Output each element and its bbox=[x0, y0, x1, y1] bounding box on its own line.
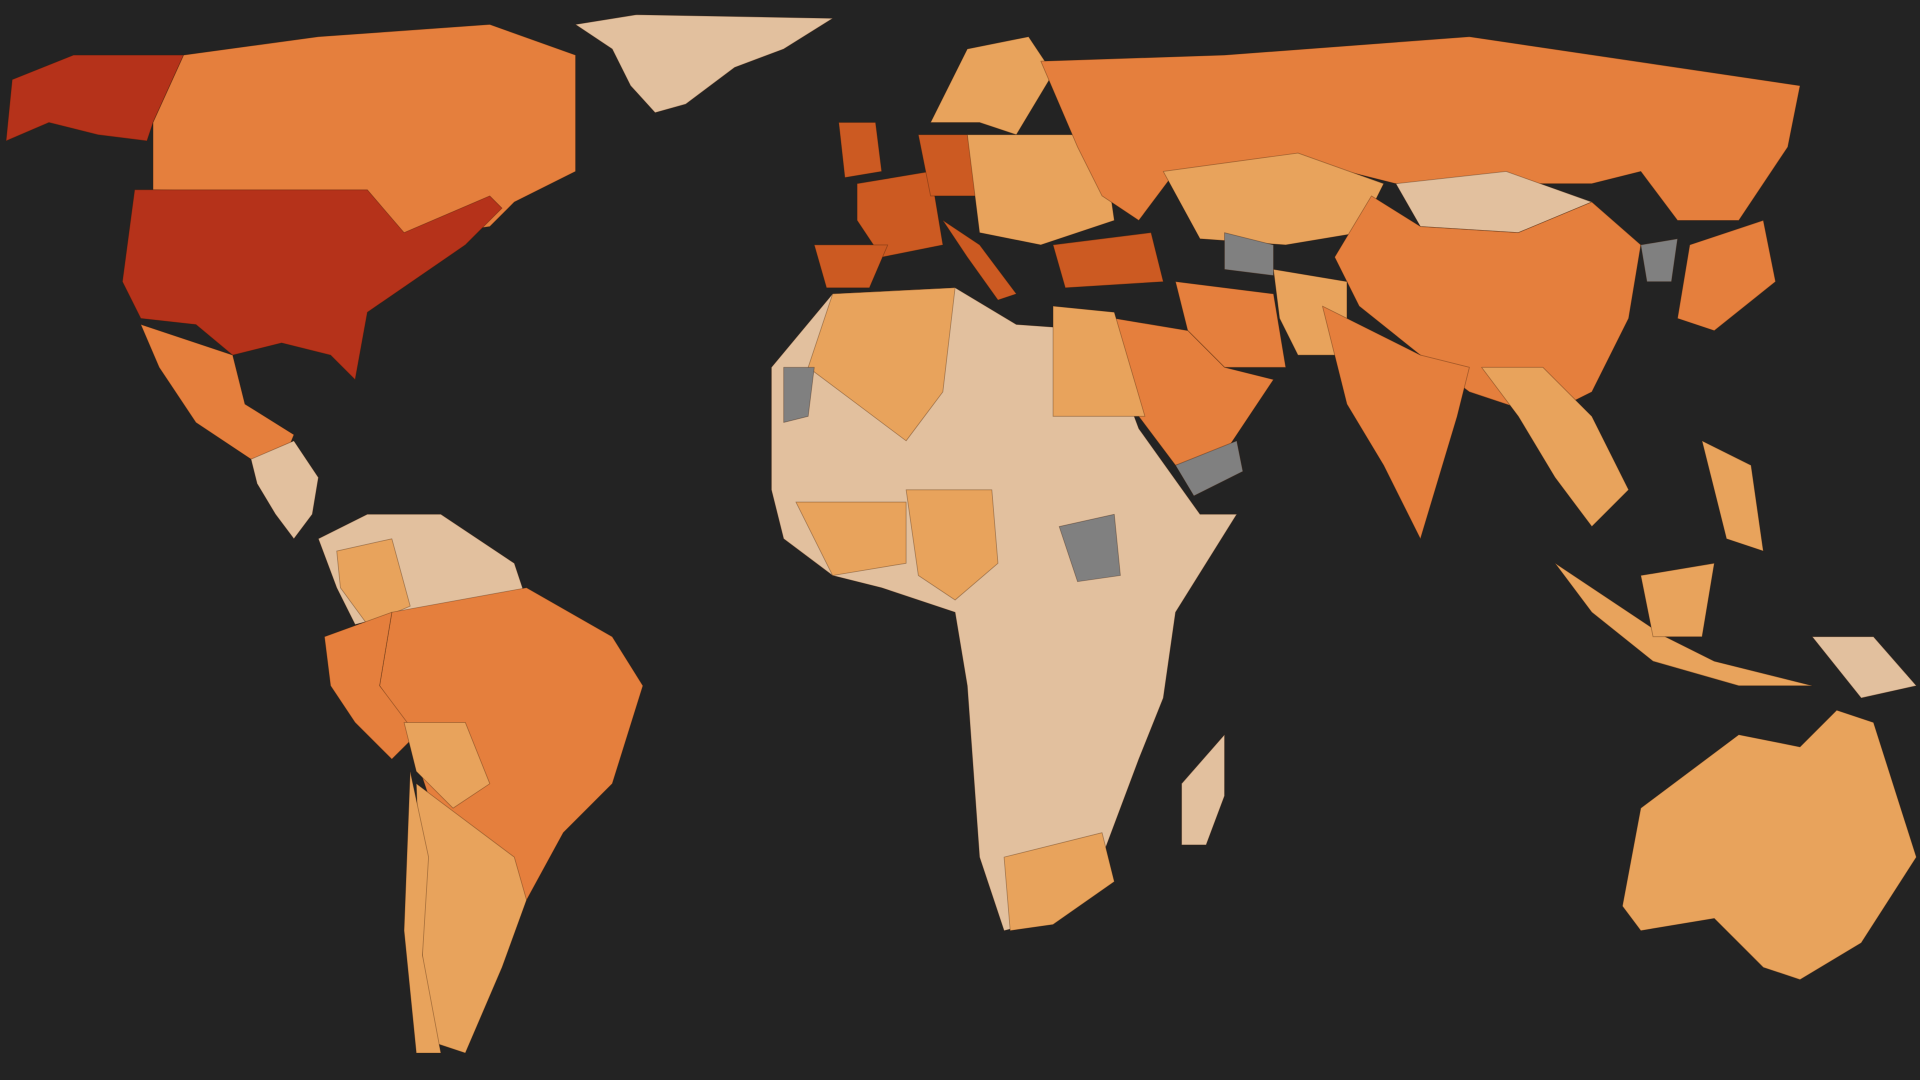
canada bbox=[152, 24, 576, 240]
egypt bbox=[1052, 305, 1146, 417]
southeast-asia bbox=[1481, 366, 1629, 527]
borneo bbox=[1640, 562, 1715, 638]
philippines bbox=[1701, 440, 1764, 552]
madagascar bbox=[1181, 734, 1225, 846]
countries bbox=[5, 14, 1917, 1054]
indonesia bbox=[1554, 562, 1813, 687]
italy bbox=[942, 219, 1017, 301]
spain bbox=[813, 244, 889, 289]
australia bbox=[1622, 709, 1917, 981]
western-sahara bbox=[783, 366, 815, 423]
alaska bbox=[5, 54, 185, 142]
usa bbox=[122, 189, 503, 381]
france bbox=[856, 171, 944, 258]
afghanistan bbox=[1273, 268, 1348, 356]
china bbox=[1334, 195, 1642, 417]
turkey bbox=[1052, 232, 1164, 289]
russia bbox=[1040, 36, 1801, 221]
central-america bbox=[250, 440, 319, 540]
south-africa bbox=[1003, 832, 1115, 932]
india bbox=[1322, 305, 1470, 540]
japan bbox=[1677, 219, 1776, 332]
chile bbox=[403, 771, 442, 1054]
central-asia bbox=[1224, 232, 1274, 276]
new-guinea bbox=[1811, 636, 1917, 699]
greenland bbox=[575, 14, 834, 114]
west-africa bbox=[795, 501, 907, 576]
nigeria bbox=[905, 489, 999, 601]
north-korea bbox=[1640, 238, 1678, 283]
bolivia bbox=[403, 722, 491, 809]
yemen bbox=[1175, 440, 1244, 497]
south-sudan bbox=[1058, 513, 1121, 583]
peru bbox=[324, 611, 417, 760]
uk bbox=[838, 122, 883, 178]
